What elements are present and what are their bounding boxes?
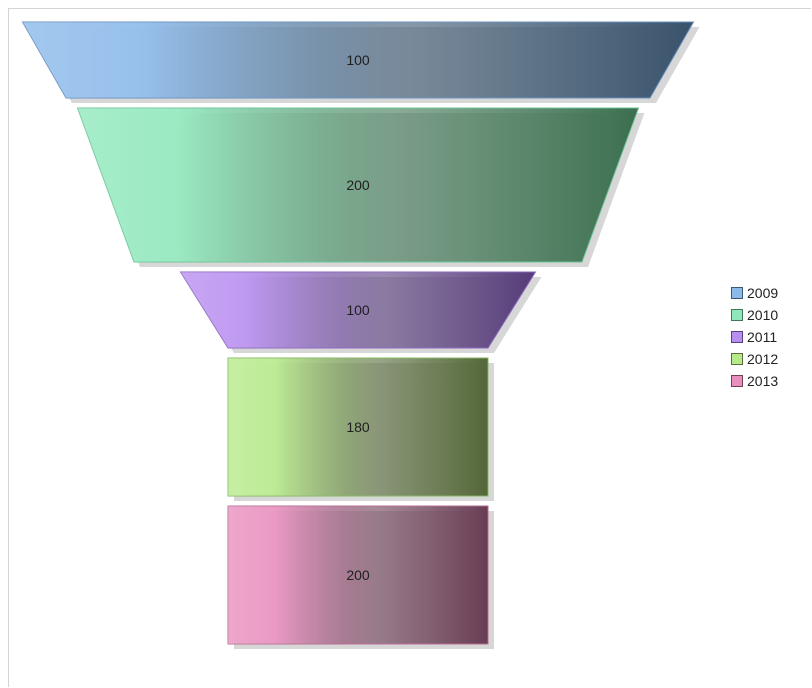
funnel-highlight-2012 bbox=[228, 358, 488, 496]
legend-swatch-2010 bbox=[731, 309, 743, 321]
legend-item-2010: 2010 bbox=[731, 304, 809, 326]
legend-label-2013: 2013 bbox=[747, 373, 779, 389]
legend-item-2013: 2013 bbox=[731, 370, 809, 392]
legend-label-2011: 2011 bbox=[747, 329, 778, 345]
funnel-value-label-2012: 180 bbox=[346, 419, 370, 435]
funnel-highlight-2013 bbox=[228, 506, 488, 644]
funnel-value-label-2009: 100 bbox=[346, 52, 370, 68]
funnel-value-label-2010: 200 bbox=[346, 177, 370, 193]
legend-swatch-2009 bbox=[731, 287, 743, 299]
legend: 2009 2010 2011 2012 2013 bbox=[731, 282, 809, 392]
legend-label-2012: 2012 bbox=[747, 351, 779, 367]
label-layer: 100 200 100 180 200 bbox=[346, 52, 370, 583]
segment-layer bbox=[21, 21, 695, 645]
legend-label-2010: 2010 bbox=[747, 307, 779, 323]
legend-item-2009: 2009 bbox=[731, 282, 809, 304]
legend-swatch-2013 bbox=[731, 375, 743, 387]
legend-label-2009: 2009 bbox=[747, 285, 779, 301]
legend-swatch-2011 bbox=[731, 331, 743, 343]
legend-item-2011: 2011 bbox=[731, 326, 809, 348]
funnel-highlight-2011 bbox=[180, 272, 536, 348]
legend-swatch-2012 bbox=[731, 353, 743, 365]
funnel-value-label-2011: 100 bbox=[346, 302, 370, 318]
legend-item-2012: 2012 bbox=[731, 348, 809, 370]
funnel-highlight-2010 bbox=[77, 108, 639, 262]
funnel-value-label-2013: 200 bbox=[346, 567, 370, 583]
funnel-highlight-2009 bbox=[22, 22, 694, 98]
